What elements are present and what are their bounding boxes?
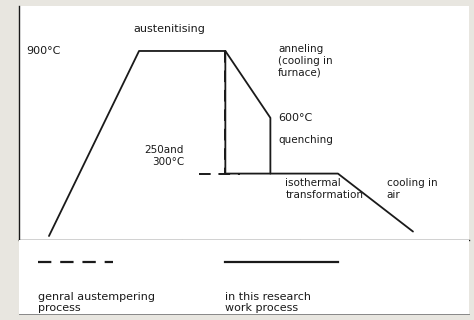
Text: Time: Time	[229, 274, 259, 287]
Text: 900°C: 900°C	[27, 46, 61, 56]
Text: anneling
(cooling in
furnace): anneling (cooling in furnace)	[278, 44, 332, 77]
Text: 10, 20 and
30 min: 10, 20 and 30 min	[271, 252, 330, 273]
Text: 250and
300°C: 250and 300°C	[145, 145, 184, 167]
Text: quenching: quenching	[278, 135, 333, 145]
Text: 600°C: 600°C	[278, 113, 312, 123]
Text: austenitising: austenitising	[133, 24, 205, 34]
Text: in this research
work process: in this research work process	[225, 292, 311, 313]
Text: genral austempering
process: genral austempering process	[38, 292, 155, 313]
Text: isothermal
transformation: isothermal transformation	[285, 178, 364, 200]
Text: cooling in
air: cooling in air	[387, 178, 438, 200]
Text: 1 hr: 1 hr	[171, 252, 193, 262]
